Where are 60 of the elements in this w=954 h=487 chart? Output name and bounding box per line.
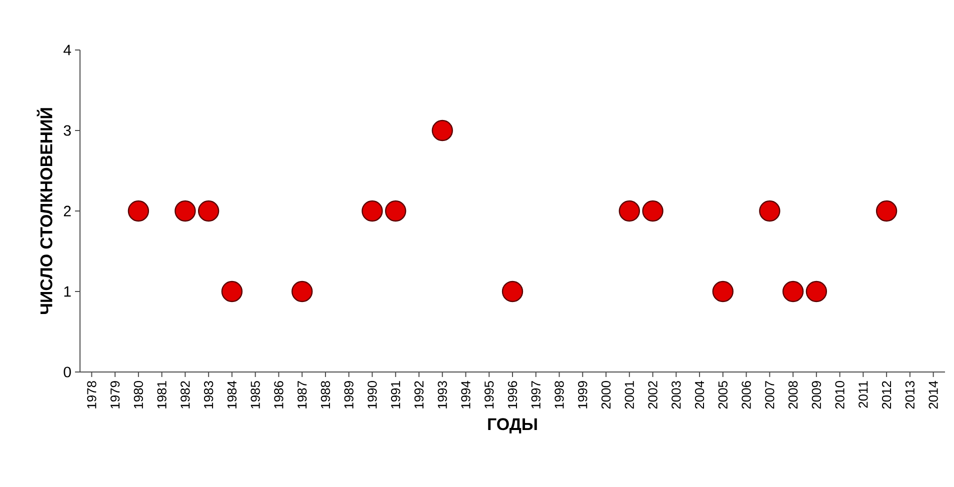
x-tick-label: 2005 [718, 381, 728, 409]
point [782, 280, 804, 302]
x-tick-label: 2000 [601, 381, 611, 409]
x-tick-label: 1981 [157, 381, 166, 408]
x-tick-label: 2004 [694, 380, 704, 409]
x-tick-label: 1979 [110, 381, 120, 408]
x-tick-label: 2001 [624, 381, 634, 409]
x-tick-label: 2012 [882, 381, 892, 409]
x-tick-label: 1999 [578, 381, 588, 408]
x-tick-label: 1986 [274, 381, 284, 408]
point [385, 200, 406, 222]
x-tick-label: 1995 [484, 381, 494, 408]
point [642, 200, 664, 222]
y-tick-label: 3 [64, 125, 71, 136]
x-tick-label: 1992 [414, 381, 424, 408]
x-tick-label: 2006 [742, 381, 751, 409]
x-tick-label: 1996 [508, 381, 518, 408]
y-tick-label: 2 [64, 206, 71, 216]
point [618, 200, 640, 222]
point [712, 280, 734, 302]
point [759, 200, 780, 222]
x-tick-label: 1978 [87, 381, 96, 408]
x-tick-label: 1993 [438, 381, 447, 408]
x-tick-label: 2014 [928, 380, 938, 409]
x-tick-label: 1980 [134, 381, 144, 408]
point [362, 200, 383, 222]
x-tick-label: 1988 [320, 381, 330, 408]
x-axis-title: ГОДЫ [488, 418, 537, 434]
x-tick-label: 1985 [250, 381, 260, 408]
x-tick-label: 1983 [204, 381, 214, 408]
x-tick-label: 1989 [344, 381, 354, 408]
point [174, 200, 196, 222]
x-tick-label: 1984 [227, 380, 237, 408]
x-tick-label: 1998 [554, 381, 564, 408]
x-tick-label: 2010 [835, 381, 844, 409]
point [221, 280, 243, 302]
x-tick-label: 2011 [858, 381, 868, 408]
x-tick-label: 2008 [788, 381, 798, 409]
x-tick-label: 1994 [461, 380, 470, 408]
x-tick-label: 2002 [648, 381, 658, 409]
x-tick-label: 2009 [812, 381, 822, 409]
point [292, 280, 313, 302]
x-tick-label: 1997 [531, 381, 540, 408]
x-tick-label: 2003 [672, 381, 681, 409]
point [432, 120, 453, 142]
point [806, 280, 828, 302]
y-tick-label: 1 [64, 286, 71, 297]
x-tick-label: 1982 [180, 381, 190, 408]
point [128, 200, 150, 222]
point [876, 200, 898, 222]
y-axis-title: ЧИСЛО СТОЛКНОВЕНИЙ [36, 108, 52, 314]
x-tick-label: 1987 [298, 381, 307, 408]
point [502, 280, 524, 302]
x-tick-label: 2013 [905, 381, 915, 409]
x-tick-label: 1991 [391, 381, 400, 408]
y-tick-label: 0 [64, 366, 71, 378]
x-tick-label: 1990 [368, 381, 377, 408]
point [198, 200, 220, 222]
y-tick-label: 4 [64, 44, 72, 56]
x-tick-label: 2007 [765, 381, 774, 409]
